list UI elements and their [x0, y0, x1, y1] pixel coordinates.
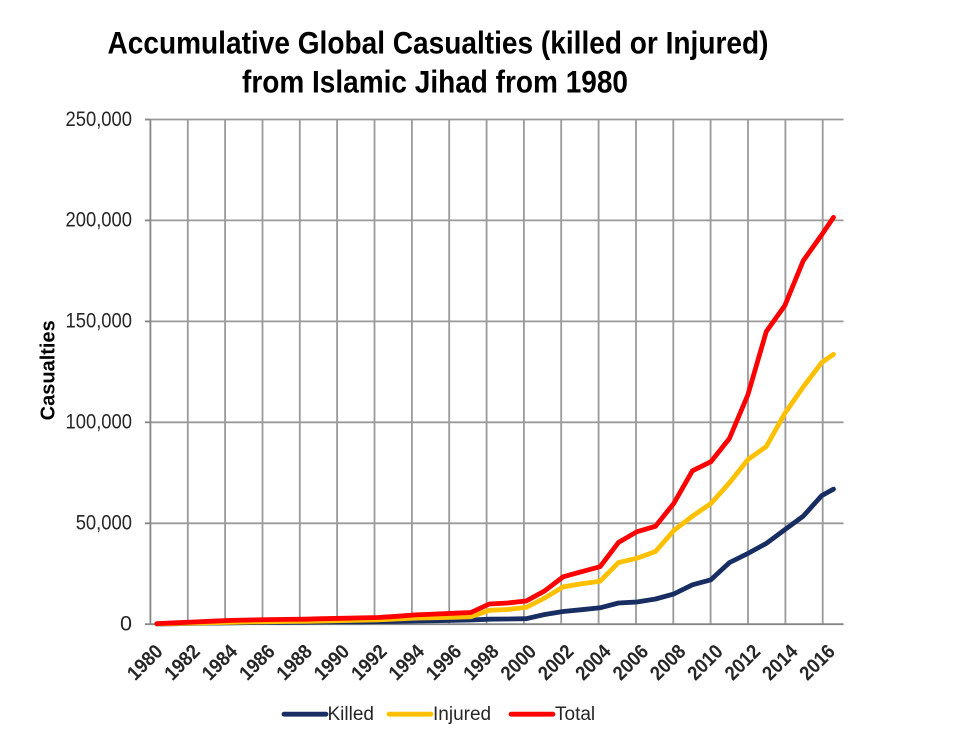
- svg-text:Total: Total: [555, 704, 595, 725]
- svg-text:Injured: Injured: [433, 704, 491, 725]
- svg-text:Casualties: Casualties: [38, 320, 60, 420]
- svg-text:0: 0: [120, 612, 132, 636]
- svg-text:50,000: 50,000: [76, 511, 132, 535]
- svg-text:Accumulative Global Casualties: Accumulative Global Casualties (killed o…: [108, 25, 769, 61]
- svg-text:100,000: 100,000: [66, 410, 133, 434]
- svg-text:from Islamic Jihad from 1980: from Islamic Jihad from 1980: [242, 63, 628, 99]
- svg-text:200,000: 200,000: [66, 208, 133, 232]
- svg-text:250,000: 250,000: [66, 107, 133, 131]
- svg-text:Killed: Killed: [328, 704, 374, 725]
- svg-text:150,000: 150,000: [66, 309, 133, 333]
